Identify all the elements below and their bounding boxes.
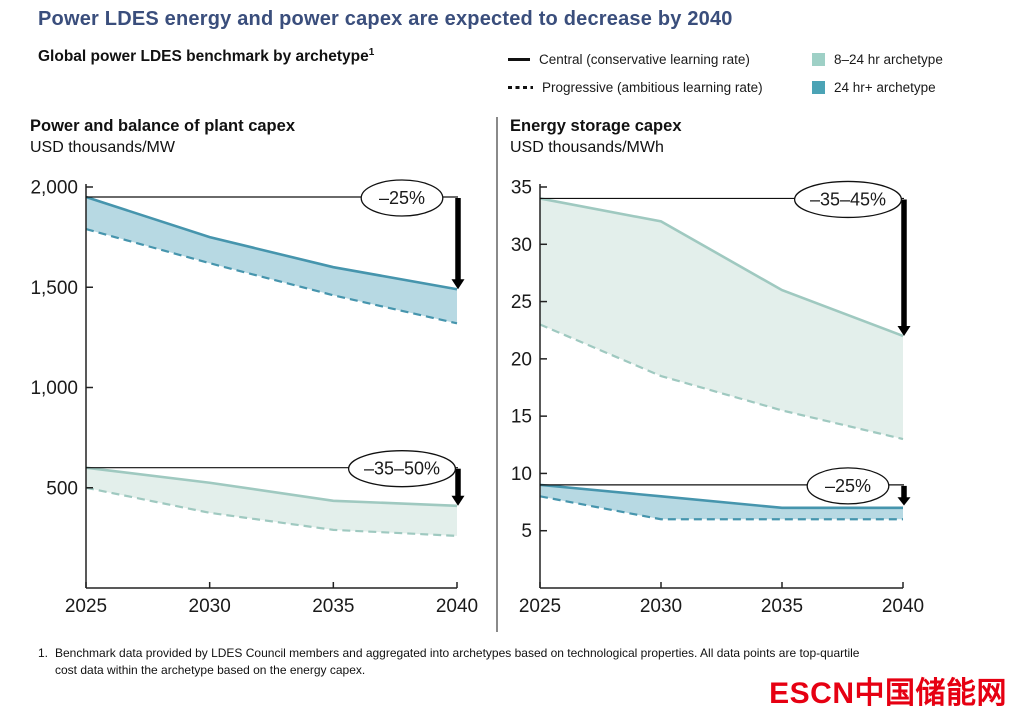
footnote-line1: Benchmark data provided by LDES Council … [55, 646, 860, 660]
y-tick-label: 5 [521, 521, 532, 542]
band-fill [86, 197, 457, 324]
y-tick-label: 1,000 [30, 378, 78, 399]
footnote: 1. Benchmark data provided by LDES Counc… [38, 645, 938, 679]
panel-divider [496, 117, 498, 632]
annotation-oval [347, 450, 457, 488]
chart-subtitle: Global power LDES benchmark by archetype… [38, 47, 374, 66]
footnote-text: Benchmark data provided by LDES Council … [55, 645, 938, 679]
dashed-series-line [539, 495, 903, 521]
legend-item-label: Progressive (ambitious learning rate) [542, 80, 763, 95]
x-tick-label: 2025 [65, 596, 107, 617]
swatch-24hr-plus-icon [812, 81, 825, 94]
annotation-label: –25% [825, 476, 871, 496]
x-tick-label: 2035 [312, 596, 354, 617]
y-tick-label: 2,000 [30, 178, 78, 199]
left-chart-unit: USD thousands/MW [30, 139, 175, 156]
decline-arrowhead-icon [897, 325, 911, 336]
solid-line-icon [508, 57, 530, 62]
x-tick-label: 2025 [519, 596, 561, 617]
annotation-oval [793, 180, 903, 219]
left-chart-title: Power and balance of plant capex [30, 117, 295, 135]
y-tick-label: 25 [511, 292, 532, 313]
legend-item-progressive: Progressive (ambitious learning rate) [508, 77, 763, 98]
footnote-line2: cost data within the archetype based on … [55, 663, 366, 677]
footnote-reference: 1 [368, 47, 375, 58]
annotation-label: –35–45% [810, 189, 886, 209]
chart-subtitle-text: Global power LDES benchmark by archetype [38, 48, 369, 66]
y-tick-label: 15 [511, 407, 532, 428]
swatch-8-24hr-icon [812, 53, 825, 66]
legend-item-label: 24 hr+ archetype [834, 80, 936, 95]
dashed-line-icon [508, 85, 533, 90]
dashed-series-line [539, 323, 904, 441]
footnote-marker: 1. [38, 646, 49, 660]
decline-arrowhead-icon [897, 497, 911, 506]
band-fill [540, 198, 903, 440]
decline-arrowhead-icon [451, 495, 465, 506]
y-tick-label: 35 [511, 178, 532, 199]
legend-item-central: Central (conservative learning rate) [508, 49, 763, 70]
solid-series-line [85, 195, 458, 291]
annotation-–25%: –25% [86, 179, 465, 290]
annotation-oval [806, 467, 890, 505]
page-title: Power LDES energy and power capex are ex… [38, 8, 733, 30]
band-fill [86, 467, 457, 536]
x-tick-label: 2030 [189, 596, 231, 617]
tick-labels: 500 1,000 1,500 2,000 2025 2030 2035 2040 [30, 178, 478, 618]
solid-series-line [539, 483, 903, 510]
legend-line-styles: Central (conservative learning rate) Pro… [508, 49, 763, 105]
legend-item-8-24hr: 8–24 hr archetype [812, 49, 943, 70]
legend-archetypes: 8–24 hr archetype 24 hr+ archetype [812, 49, 943, 105]
solid-series-line [539, 197, 904, 338]
x-tick-label: 2040 [882, 596, 924, 617]
escn-watermark-logo: ESCN中国储能网 [769, 677, 1007, 710]
annotation-–35–45%: –35–45% [540, 180, 911, 336]
annotation-oval [360, 179, 444, 217]
y-tick-label: 30 [511, 235, 532, 256]
y-tick-label: 10 [511, 464, 532, 485]
annotation-–35–50%: –35–50% [86, 450, 465, 506]
y-tick-label: 20 [511, 349, 532, 370]
power-capex-chart: 500 1,000 1,500 2,000 2025 2030 2035 2040 –25% –3… [30, 178, 478, 618]
annotation-–25%: –25% [540, 467, 911, 506]
legend-item-label: 8–24 hr archetype [834, 52, 943, 67]
y-tick-label: 500 [46, 478, 78, 499]
y-tick-label: 1,500 [30, 278, 78, 299]
dashed-series-line [85, 486, 458, 537]
left-panel-header: Power and balance of plant capex USD tho… [30, 116, 295, 158]
right-panel-header: Energy storage capex USD thousands/MWh [510, 116, 682, 158]
axes [539, 184, 904, 589]
decline-arrowhead-icon [451, 279, 465, 290]
legend-item-24hr-plus: 24 hr+ archetype [812, 77, 943, 98]
annotation-label: –25% [379, 188, 425, 208]
annotation-label: –35–50% [364, 459, 440, 479]
solid-series-line [85, 466, 458, 508]
bands [85, 195, 458, 537]
right-chart-title: Energy storage capex [510, 117, 682, 135]
x-tick-label: 2030 [640, 596, 682, 617]
right-chart-unit: USD thousands/MWh [510, 139, 664, 156]
dashed-series-line [85, 228, 458, 325]
x-tick-label: 2035 [761, 596, 803, 617]
legend-item-label: Central (conservative learning rate) [539, 52, 750, 67]
bands [539, 197, 904, 521]
x-tick-label: 2040 [436, 596, 478, 617]
axes [85, 184, 458, 589]
